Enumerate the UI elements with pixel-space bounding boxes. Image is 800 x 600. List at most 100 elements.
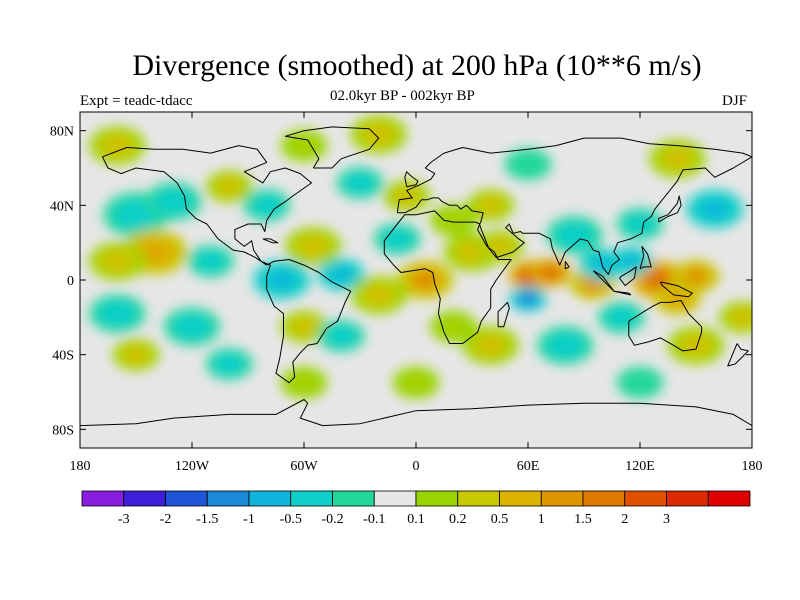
field-blob — [690, 272, 702, 281]
field-blob — [410, 378, 422, 387]
field-blob — [391, 234, 404, 243]
field-blob — [146, 246, 163, 258]
field-blob — [223, 360, 236, 368]
field-blob — [185, 321, 199, 332]
coastline — [80, 399, 752, 427]
field-blob — [371, 290, 386, 300]
field-blob — [127, 209, 145, 221]
colorbar-swatch — [123, 490, 166, 507]
axis-ticks: 80N 40N 0 40S 80S 180 120W 60W 0 60E 120E 180 — [50, 112, 763, 474]
coastline — [658, 195, 682, 223]
field-blob — [371, 129, 386, 140]
field-blob — [110, 256, 125, 267]
field-blob — [447, 322, 460, 331]
field-blob — [418, 275, 433, 285]
field-blob — [223, 182, 236, 191]
coastline — [564, 261, 570, 270]
colorbar-label: -0.1 — [363, 512, 385, 527]
colorbar-swatch — [81, 490, 125, 507]
field-blob — [274, 275, 289, 285]
field-blob — [110, 308, 125, 319]
field-blob — [736, 313, 749, 322]
colorbar-swatch — [415, 490, 459, 507]
colorbar-swatch — [707, 490, 751, 507]
field-blob — [130, 350, 142, 359]
coastline — [383, 137, 752, 344]
lon-tick-label: 120W — [175, 459, 210, 474]
field-blob — [335, 332, 348, 340]
colorbar-swatch — [206, 490, 250, 507]
coastline — [284, 126, 380, 169]
colorbar-label: -2 — [160, 512, 172, 527]
colorbar-swatch — [332, 490, 375, 507]
colorbar-label: -1.5 — [196, 512, 218, 527]
colorbar-swatch — [540, 490, 584, 507]
field-blob — [110, 140, 125, 151]
field-blob — [670, 153, 685, 164]
lat-tick-label: 80S — [52, 423, 74, 438]
field-blob — [615, 313, 628, 322]
colorbar-label: -1 — [243, 512, 255, 527]
lat-tick-label: 40S — [52, 349, 74, 364]
colorbar-swatch — [165, 490, 208, 507]
colorbar-label: 0.1 — [407, 512, 425, 527]
divergence-field — [89, 115, 752, 399]
field-blob — [298, 141, 310, 150]
colorbar-swatch — [457, 490, 500, 507]
colorbar-label: -3 — [118, 512, 130, 527]
coastline — [404, 171, 419, 188]
colorbar-label: 0.5 — [491, 512, 509, 527]
field-blob — [465, 247, 479, 257]
field-blob — [634, 378, 646, 387]
season-label: DJF — [722, 93, 748, 109]
lat-tick-label: 80N — [50, 125, 74, 140]
coastline — [613, 290, 632, 296]
field-blob — [354, 178, 366, 187]
chart-title: Divergence (smoothed) at 200 hPa (10**6 … — [132, 49, 702, 82]
field-blob — [298, 322, 310, 331]
coastline — [619, 266, 637, 287]
coastline — [262, 238, 279, 244]
lon-tick-label: 180 — [742, 459, 763, 474]
colorbar-swatch — [582, 490, 626, 507]
field-blob — [166, 196, 181, 207]
colorbar-swatch — [290, 490, 333, 507]
field-blob — [335, 270, 348, 279]
colorbar-swatch — [624, 490, 667, 507]
coastlines — [80, 126, 752, 427]
lat-tick-label: 0 — [67, 274, 74, 289]
colorbar-label: -0.2 — [321, 512, 343, 527]
field-blob — [523, 295, 533, 302]
colorbar-label: 0.2 — [449, 512, 467, 527]
experiment-label: Expt = teadc-tdacc — [80, 93, 193, 109]
coastline — [639, 245, 652, 270]
field-blob — [567, 230, 582, 240]
lon-tick-label: 60E — [517, 459, 540, 474]
field-blob — [494, 242, 506, 251]
field-blob — [298, 378, 310, 387]
colorbar-label: 2 — [621, 512, 628, 527]
field-blob — [484, 201, 497, 210]
field-blob — [558, 340, 573, 351]
field-blob — [204, 257, 217, 266]
colorbar-label: 3 — [663, 512, 670, 527]
lat-tick-label: 40N — [50, 199, 74, 214]
field-blob — [483, 340, 498, 351]
lon-tick-label: 180 — [70, 459, 91, 474]
coastline — [628, 300, 703, 352]
colorbar-swatch — [248, 490, 292, 507]
lon-tick-label: 60W — [290, 459, 318, 474]
coastline — [592, 270, 615, 292]
colorbar-label: -0.5 — [280, 512, 302, 527]
field-blob — [306, 241, 321, 252]
field-blob — [545, 268, 556, 277]
colorbar-label: 1 — [538, 512, 545, 527]
colorbar-swatch — [373, 490, 417, 507]
field-blob — [625, 257, 636, 265]
colorbar-swatch — [499, 490, 542, 507]
coastline — [101, 145, 352, 384]
colorbar-label: 1.5 — [574, 512, 592, 527]
field-blob — [260, 201, 273, 210]
